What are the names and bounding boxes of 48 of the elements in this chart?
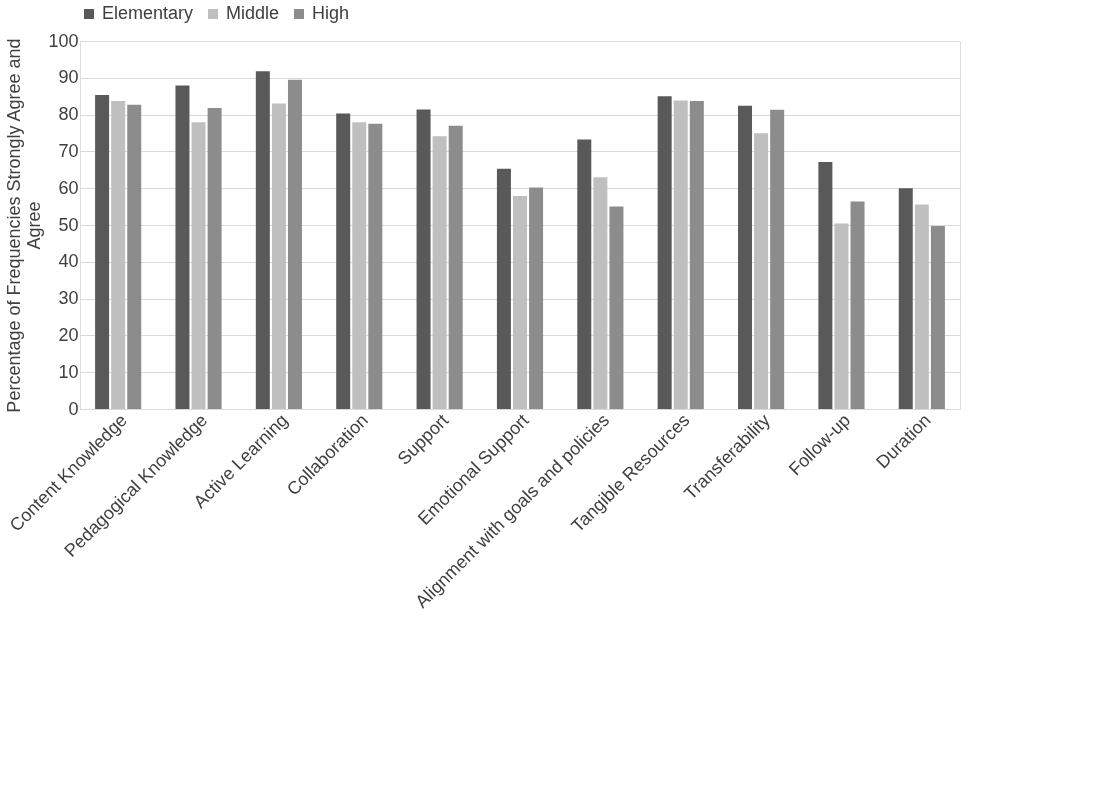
y-tick-label: 60: [58, 177, 79, 198]
bar: [529, 187, 544, 409]
y-tick-label: 70: [58, 140, 79, 161]
y-tick-label: 0: [68, 398, 79, 419]
bar: [577, 139, 592, 409]
bar: [448, 125, 463, 409]
bar: [416, 109, 431, 409]
legend-label: Elementary: [102, 3, 194, 23]
bar: [673, 100, 688, 409]
bar: [175, 85, 190, 409]
y-tick-label: 100: [48, 30, 79, 51]
bar: [770, 109, 785, 409]
bar: [914, 204, 929, 409]
bar: [593, 177, 608, 409]
bar: [271, 103, 286, 409]
bar: [657, 96, 672, 409]
y-tick-label: 80: [58, 104, 79, 125]
legend-label: Middle: [226, 3, 280, 23]
y-tick-label: 90: [58, 67, 79, 88]
bar: [368, 123, 383, 409]
bar: [127, 104, 142, 409]
bar: [336, 113, 351, 409]
y-tick-label: 10: [58, 361, 79, 382]
legend-label: High: [312, 3, 350, 23]
bar: [191, 122, 206, 409]
bar: [432, 136, 447, 409]
y-tick-label: 30: [58, 288, 79, 309]
bar: [496, 168, 511, 409]
bar: [111, 100, 126, 409]
bar: [818, 162, 833, 409]
bar: [930, 226, 945, 409]
bar: [754, 133, 769, 409]
y-tick-label: 40: [58, 251, 79, 272]
bar: [352, 122, 367, 409]
bar: [609, 206, 624, 409]
y-tick-label: 20: [58, 324, 79, 345]
bar: [95, 95, 110, 409]
bar: [513, 195, 527, 409]
bar: [207, 107, 222, 409]
y-tick-label: 50: [58, 214, 79, 235]
bar: [738, 105, 753, 409]
bar: [287, 79, 302, 409]
bar: [850, 201, 865, 409]
bar: [689, 100, 704, 409]
bar: [834, 223, 849, 409]
y-axis-title: Percentage of Frequencies Strongly Agree and Agree: [4, 38, 45, 413]
bar: [898, 188, 913, 409]
bar: [255, 71, 270, 409]
